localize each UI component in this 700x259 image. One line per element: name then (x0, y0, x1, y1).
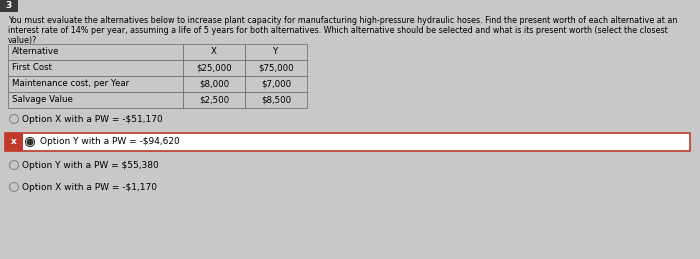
Text: You must evaluate the alternatives below to increase plant capacity for manufact: You must evaluate the alternatives below… (8, 16, 678, 25)
Bar (8, 92, 183, 108)
Bar (183, 60, 245, 76)
Text: $25,000: $25,000 (196, 63, 232, 73)
Text: $7,000: $7,000 (261, 80, 291, 89)
Bar (8, 44, 183, 60)
Bar (8, 76, 183, 92)
Bar (183, 44, 245, 60)
Circle shape (27, 139, 33, 145)
Text: interest rate of 14% per year, assuming a life of 5 years for both alternatives.: interest rate of 14% per year, assuming … (8, 26, 668, 35)
Bar (5, 133, 23, 151)
Bar (245, 60, 307, 76)
Text: $8,500: $8,500 (261, 96, 291, 104)
Text: Option Y with a PW = -$94,620: Option Y with a PW = -$94,620 (39, 138, 179, 147)
Text: Maintenance cost, per Year: Maintenance cost, per Year (12, 80, 129, 89)
Text: First Cost: First Cost (12, 63, 52, 73)
Bar (8, 60, 183, 76)
Text: Y: Y (274, 47, 279, 56)
Bar (245, 44, 307, 60)
Bar (183, 92, 245, 108)
Text: Salvage Value: Salvage Value (12, 96, 73, 104)
Bar (0, 0, 18, 12)
Text: x: x (11, 138, 17, 147)
Text: value)?: value)? (8, 36, 37, 45)
Text: Option X with a PW = -$51,170: Option X with a PW = -$51,170 (22, 114, 163, 124)
Bar (5, 133, 690, 151)
Text: Alternative: Alternative (12, 47, 60, 56)
Bar (245, 92, 307, 108)
Text: Option X with a PW = -$1,170: Option X with a PW = -$1,170 (22, 183, 158, 191)
Text: $75,000: $75,000 (258, 63, 294, 73)
Text: 3: 3 (6, 2, 12, 11)
Text: Option Y with a PW = $55,380: Option Y with a PW = $55,380 (22, 161, 160, 169)
Bar (183, 76, 245, 92)
Text: $8,000: $8,000 (199, 80, 229, 89)
Bar (245, 76, 307, 92)
Text: $2,500: $2,500 (199, 96, 229, 104)
Text: X: X (211, 47, 217, 56)
